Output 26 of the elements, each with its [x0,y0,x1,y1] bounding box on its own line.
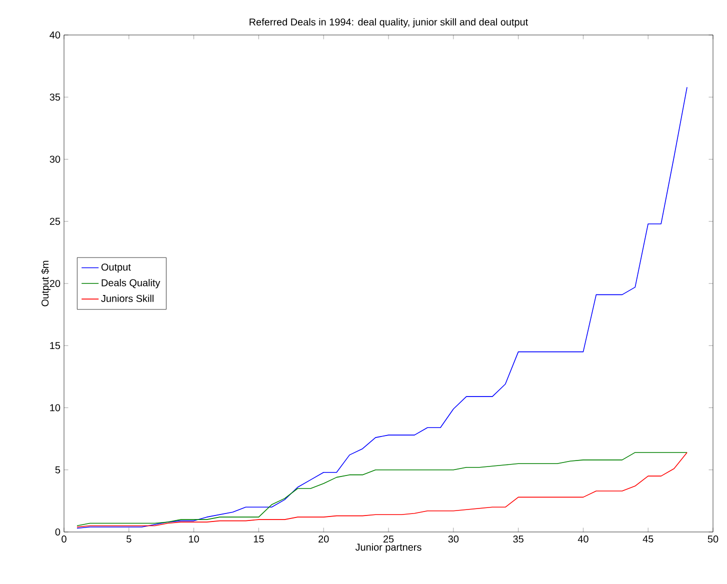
y-tick-label: 30 [50,156,60,163]
y-tick-label: 15 [50,342,60,350]
legend-label: Deals Quality [102,279,160,288]
x-tick-label: 35 [513,536,524,543]
x-tick-label: 0 [62,536,66,543]
y-tick-label: 5 [55,466,60,474]
x-tick-label: 20 [318,536,329,543]
y-tick-label: 10 [50,404,60,412]
y-axis-title: Output $m [41,260,51,306]
x-tick-label: 25 [383,536,394,543]
y-tick-label: 40 [50,31,60,39]
x-tick-label: 10 [189,536,199,543]
y-tick-label: 35 [50,94,60,101]
x-tick-label: 45 [642,536,654,542]
x-tick-label: 50 [708,536,718,543]
legend-label: Output [101,264,131,273]
x-tick-label: 30 [448,536,459,543]
x-axis-title: Junior partners [355,543,422,553]
x-tick-label: 40 [578,536,588,543]
x-tick-label: 5 [126,536,132,542]
chart-title: Referred Deals in 1994: deal quality, junior skill and deal output [250,18,528,28]
y-tick-label: 20 [50,280,60,288]
y-tick-label: 0 [55,528,60,536]
legend-label: Juniors Skill [101,294,154,302]
y-tick-label: 25 [50,218,60,225]
x-tick-label: 15 [254,536,264,542]
